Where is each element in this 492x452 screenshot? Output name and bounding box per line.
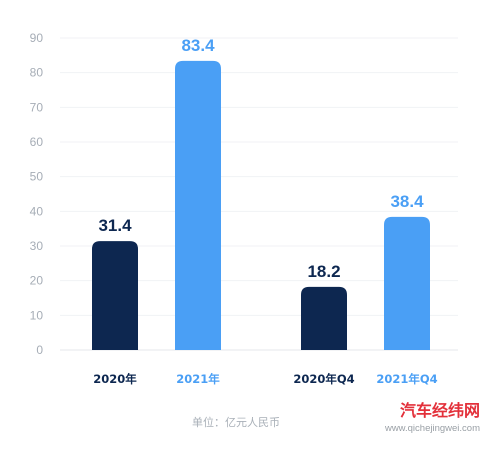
watermark-name: 汽车经纬网 <box>400 401 480 420</box>
y-tick-label: 60 <box>30 135 44 149</box>
category-labels: 2020年 2021年 2020年Q4 2021年Q4 <box>93 372 437 386</box>
bars <box>92 60 430 350</box>
bar <box>175 60 221 350</box>
y-tick-label: 50 <box>30 170 44 184</box>
y-tick-label: 40 <box>30 204 44 218</box>
value-labels: 31.4 83.4 18.2 38.4 <box>98 36 424 281</box>
category-label: 2021年Q4 <box>376 372 437 386</box>
y-axis-ticks: 0 10 20 30 40 50 60 70 80 90 <box>30 31 44 357</box>
watermark-url: www.qichejingwei.com <box>384 423 480 434</box>
y-tick-label: 70 <box>30 100 44 114</box>
y-tick-label: 10 <box>30 308 44 322</box>
category-label: 2021年 <box>176 372 220 386</box>
value-label: 31.4 <box>98 216 132 235</box>
bar <box>384 216 430 350</box>
value-label: 38.4 <box>390 192 424 211</box>
bar <box>92 241 138 350</box>
category-label: 2020年 <box>93 372 137 386</box>
y-tick-label: 30 <box>30 239 44 253</box>
value-label: 18.2 <box>307 262 340 281</box>
value-label: 83.4 <box>181 36 215 55</box>
y-tick-label: 90 <box>30 31 44 45</box>
y-tick-label: 20 <box>30 274 44 288</box>
y-tick-label: 80 <box>30 66 44 80</box>
bar <box>301 286 347 350</box>
category-label: 2020年Q4 <box>293 372 354 386</box>
watermark: 汽车经纬网 www.qichejingwei.com <box>384 401 480 434</box>
unit-note: 单位：亿元人民币 <box>192 415 280 429</box>
y-tick-label: 0 <box>36 343 43 357</box>
